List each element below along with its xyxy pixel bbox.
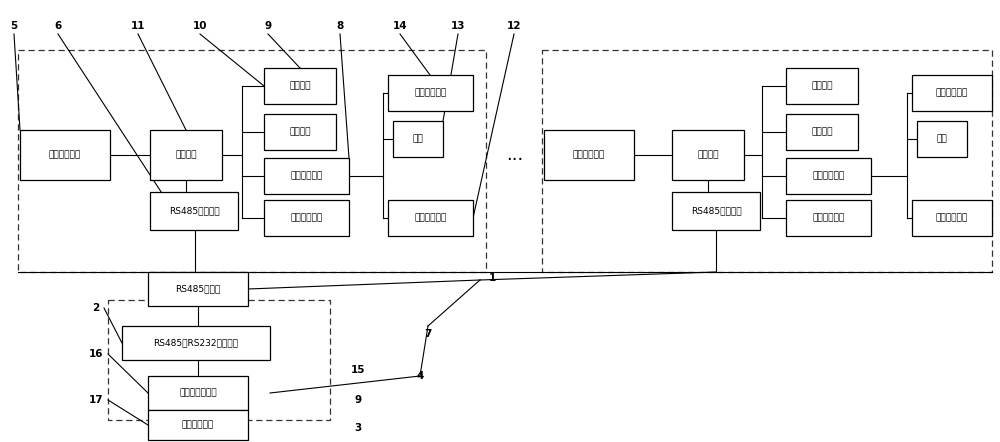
Text: ...: ... (506, 146, 524, 164)
Text: 控制输出模块: 控制输出模块 (290, 171, 323, 180)
Text: RS485通讯模块: RS485通讯模块 (169, 206, 219, 216)
Text: 4: 4 (416, 371, 424, 381)
Bar (393, 121, 443, 157)
Bar (148, 410, 248, 440)
Bar (20, 130, 110, 180)
Text: 3: 3 (354, 423, 362, 433)
Text: 14: 14 (393, 21, 407, 31)
Text: 1: 1 (488, 273, 496, 283)
Bar (917, 121, 967, 157)
Text: 13: 13 (451, 21, 465, 31)
Bar (786, 114, 858, 150)
Text: 烟雾报警装置: 烟雾报警装置 (936, 213, 968, 222)
Text: 11: 11 (131, 21, 145, 31)
Text: 微控制器: 微控制器 (175, 150, 197, 160)
Text: 9: 9 (354, 395, 362, 405)
Text: 显示模块: 显示模块 (289, 127, 311, 137)
Text: 微控制器: 微控制器 (697, 150, 719, 160)
Bar (388, 200, 473, 236)
Bar (148, 272, 248, 306)
Text: 16: 16 (89, 349, 103, 359)
Text: 5: 5 (10, 21, 18, 31)
Bar (542, 50, 992, 272)
Bar (108, 300, 330, 420)
Text: 9: 9 (264, 21, 272, 31)
Text: 加热除湿负载: 加热除湿负载 (936, 88, 968, 98)
Bar (264, 114, 336, 150)
Text: 门锁: 门锁 (413, 134, 423, 144)
Text: 8: 8 (336, 21, 344, 31)
Bar (122, 326, 270, 360)
Text: 按键模块: 按键模块 (811, 81, 833, 91)
Text: 15: 15 (351, 365, 365, 375)
Bar (912, 75, 992, 111)
Bar (544, 130, 634, 180)
Bar (912, 200, 992, 236)
Text: 门锁: 门锁 (937, 134, 947, 144)
Text: 6: 6 (54, 21, 62, 31)
Text: 信号检测模块: 信号检测模块 (290, 213, 323, 222)
Text: 2: 2 (92, 303, 100, 313)
Bar (150, 192, 238, 230)
Text: 温湿度传感器: 温湿度传感器 (573, 150, 605, 160)
Text: 声光告警装置: 声光告警装置 (182, 420, 214, 430)
Text: 7: 7 (424, 329, 432, 339)
Bar (264, 158, 349, 194)
Bar (148, 376, 248, 410)
Text: 显示模块: 显示模块 (811, 127, 833, 137)
Text: 温湿度传感器: 温湿度传感器 (49, 150, 81, 160)
Text: 烟雾报警装置: 烟雾报警装置 (414, 213, 447, 222)
Text: 12: 12 (507, 21, 521, 31)
Text: 控制输出模块: 控制输出模块 (812, 171, 845, 180)
Bar (672, 130, 744, 180)
Text: 17: 17 (89, 395, 103, 405)
Text: 加热除湿负载: 加热除湿负载 (414, 88, 447, 98)
Text: 后台服务器主机: 后台服务器主机 (179, 389, 217, 397)
Bar (264, 68, 336, 104)
Bar (18, 50, 486, 272)
Bar (786, 200, 871, 236)
Text: 按键模块: 按键模块 (289, 81, 311, 91)
Bar (672, 192, 760, 230)
Bar (150, 130, 222, 180)
Bar (786, 68, 858, 104)
Bar (264, 200, 349, 236)
Text: RS485通讯模块: RS485通讯模块 (691, 206, 741, 216)
Text: RS485转RS232通讯模块: RS485转RS232通讯模块 (154, 339, 239, 347)
Text: 10: 10 (193, 21, 207, 31)
Bar (388, 75, 473, 111)
Bar (786, 158, 871, 194)
Text: 信号检测模块: 信号检测模块 (812, 213, 845, 222)
Text: RS485中继器: RS485中继器 (175, 285, 221, 293)
